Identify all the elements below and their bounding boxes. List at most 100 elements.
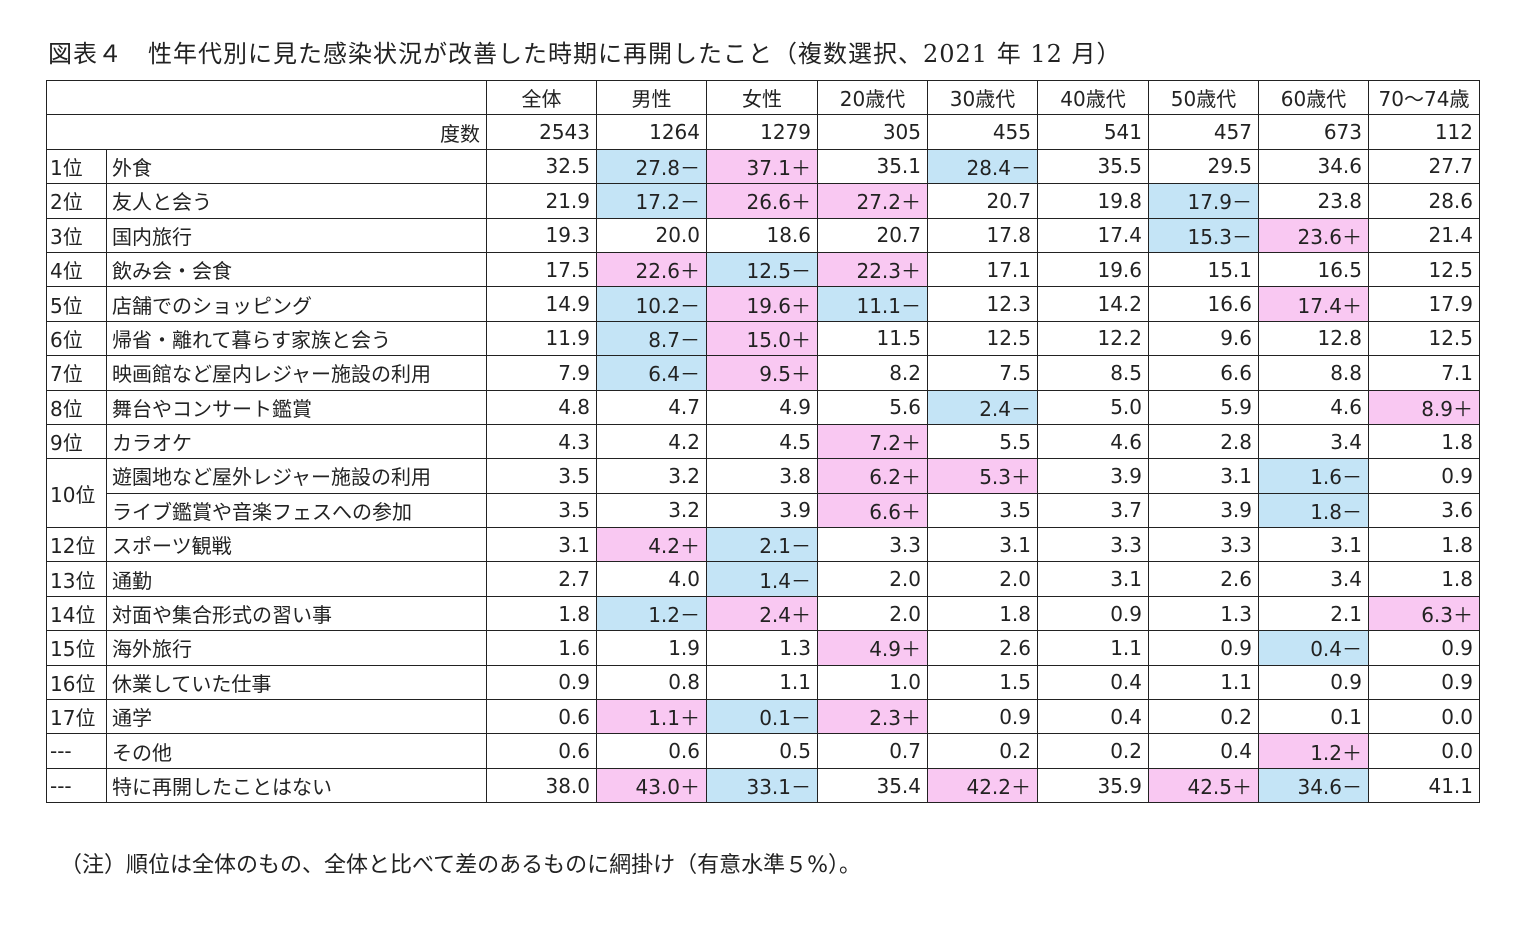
value-cell: 10.2－ — [596, 286, 707, 322]
value-cell: 1.4－ — [706, 561, 818, 597]
value-cell: 5.0 — [1037, 389, 1149, 425]
value-cell: 0.2 — [1148, 699, 1259, 735]
value-cell: 8.7－ — [596, 320, 707, 357]
value-cell: 0.0 — [1368, 699, 1480, 735]
column-header: 60歳代 — [1258, 79, 1369, 116]
degree-cell: 305 — [817, 114, 928, 150]
value-cell: 19.8 — [1037, 183, 1149, 219]
value-cell: 12.8 — [1258, 320, 1369, 357]
value-cell: 20.7 — [817, 217, 928, 253]
degree-label: 度数 — [46, 114, 487, 150]
value-cell: 2.0 — [817, 561, 928, 597]
table-row: 13位 通勤 2.7 4.0 1.4－ 2.0 2.0 3.1 2.6 3.4 1.8 — [46, 561, 1480, 597]
table-row: 3位 国内旅行 19.3 20.0 18.6 20.7 17.8 17.4 15.3－ 23.6＋… — [46, 217, 1480, 253]
item-cell: スポーツ観戦 — [106, 527, 487, 563]
value-cell: 5.3＋ — [927, 458, 1038, 494]
header-row: 全体 男性 女性 20歳代 30歳代 40歳代 50歳代 60歳代 70～74歳 — [46, 79, 1480, 116]
value-cell: 1.1＋ — [596, 699, 707, 735]
rank-cell: 4位 — [46, 251, 107, 288]
degree-cell: 112 — [1368, 114, 1480, 150]
value-cell: 2.7 — [486, 561, 597, 597]
value-cell: 12.5 — [927, 320, 1038, 357]
value-cell: 9.5＋ — [706, 355, 818, 391]
value-cell: 12.5 — [1368, 251, 1480, 288]
value-cell: 2.8 — [1148, 423, 1259, 460]
value-cell: 7.9 — [486, 355, 597, 391]
value-cell: 4.0 — [596, 561, 707, 597]
rank-cell: --- — [46, 733, 107, 769]
table-row: 4位 飲み会・会食 17.5 22.6＋ 12.5－ 22.3＋ 17.1 19.6 15.1 1… — [46, 251, 1480, 288]
item-cell: 舞台やコンサート鑑賞 — [106, 389, 487, 425]
value-cell: 7.5 — [927, 355, 1038, 391]
column-header: 70～74歳 — [1368, 79, 1480, 116]
value-cell: 12.5 — [1368, 320, 1480, 357]
value-cell: 17.4 — [1037, 217, 1149, 253]
value-cell: 8.8 — [1258, 355, 1369, 391]
value-cell: 17.8 — [927, 217, 1038, 253]
value-cell: 35.1 — [817, 148, 928, 185]
value-cell: 11.5 — [817, 320, 928, 357]
value-cell: 3.8 — [706, 458, 818, 494]
value-cell: 42.5＋ — [1148, 767, 1259, 804]
item-cell: 国内旅行 — [106, 217, 487, 253]
value-cell: 6.6 — [1148, 355, 1259, 391]
value-cell: 0.1 — [1258, 699, 1369, 735]
value-cell: 3.1 — [927, 527, 1038, 563]
value-cell: 0.9 — [927, 699, 1038, 735]
table-row: --- その他 0.6 0.6 0.5 0.7 0.2 0.2 0.4 1.2＋ 0.0 — [46, 733, 1480, 769]
item-cell: 友人と会う — [106, 183, 487, 219]
value-cell: 17.1 — [927, 251, 1038, 288]
value-cell: 4.7 — [596, 389, 707, 425]
value-cell: 1.2－ — [596, 595, 707, 632]
value-cell: 1.8 — [927, 595, 1038, 632]
value-cell: 35.5 — [1037, 148, 1149, 185]
value-cell: 0.9 — [1258, 664, 1369, 701]
table-row: 15位 海外旅行 1.6 1.9 1.3 4.9＋ 2.6 1.1 0.9 0.4－ 0.9 — [46, 630, 1480, 666]
item-cell: 対面や集合形式の習い事 — [106, 595, 487, 632]
value-cell: 3.9 — [1148, 492, 1259, 529]
value-cell: 0.9 — [1368, 458, 1480, 494]
data-table: 全体 男性 女性 20歳代 30歳代 40歳代 50歳代 60歳代 70～74歳… — [46, 79, 1480, 804]
value-cell: 32.5 — [486, 148, 597, 185]
rank-cell: 14位 — [46, 595, 107, 632]
value-cell: 8.2 — [817, 355, 928, 391]
value-cell: 4.5 — [706, 423, 818, 460]
value-cell: 3.1 — [1037, 561, 1149, 597]
value-cell: 1.5 — [927, 664, 1038, 701]
value-cell: 3.2 — [596, 458, 707, 494]
degree-cell: 1279 — [706, 114, 818, 150]
value-cell: 21.9 — [486, 183, 597, 219]
column-header: 40歳代 — [1037, 79, 1149, 116]
degree-cell: 457 — [1148, 114, 1259, 150]
value-cell: 3.9 — [706, 492, 818, 529]
value-cell: 1.1 — [1148, 664, 1259, 701]
value-cell: 34.6－ — [1258, 767, 1369, 804]
value-cell: 3.1 — [1148, 458, 1259, 494]
value-cell: 15.1 — [1148, 251, 1259, 288]
value-cell: 0.9 — [1368, 630, 1480, 666]
value-cell: 2.1－ — [706, 527, 818, 563]
column-header: 30歳代 — [927, 79, 1038, 116]
item-cell: 通学 — [106, 699, 487, 735]
table-row: 5位 店舗でのショッピング 14.9 10.2－ 19.6＋ 11.1－ 12.3 14.2 1… — [46, 286, 1480, 322]
value-cell: 14.2 — [1037, 286, 1149, 322]
value-cell: 0.8 — [596, 664, 707, 701]
value-cell: 4.8 — [486, 389, 597, 425]
value-cell: 17.9－ — [1148, 183, 1259, 219]
value-cell: 8.9＋ — [1368, 389, 1480, 425]
value-cell: 4.6 — [1258, 389, 1369, 425]
value-cell: 4.9 — [706, 389, 818, 425]
value-cell: 35.4 — [817, 767, 928, 804]
value-cell: 3.5 — [927, 492, 1038, 529]
value-cell: 3.3 — [1037, 527, 1149, 563]
value-cell: 3.9 — [1037, 458, 1149, 494]
value-cell: 2.4－ — [927, 389, 1038, 425]
value-cell: 9.6 — [1148, 320, 1259, 357]
column-header: 20歳代 — [817, 79, 928, 116]
value-cell: 4.3 — [486, 423, 597, 460]
value-cell: 41.1 — [1368, 767, 1480, 804]
table-row: 2位 友人と会う 21.9 17.2－ 26.6＋ 27.2＋ 20.7 19.8 17.9－ 2… — [46, 183, 1480, 219]
value-cell: 2.6 — [927, 630, 1038, 666]
value-cell: 0.6 — [486, 699, 597, 735]
rank-cell: 3位 — [46, 217, 107, 253]
